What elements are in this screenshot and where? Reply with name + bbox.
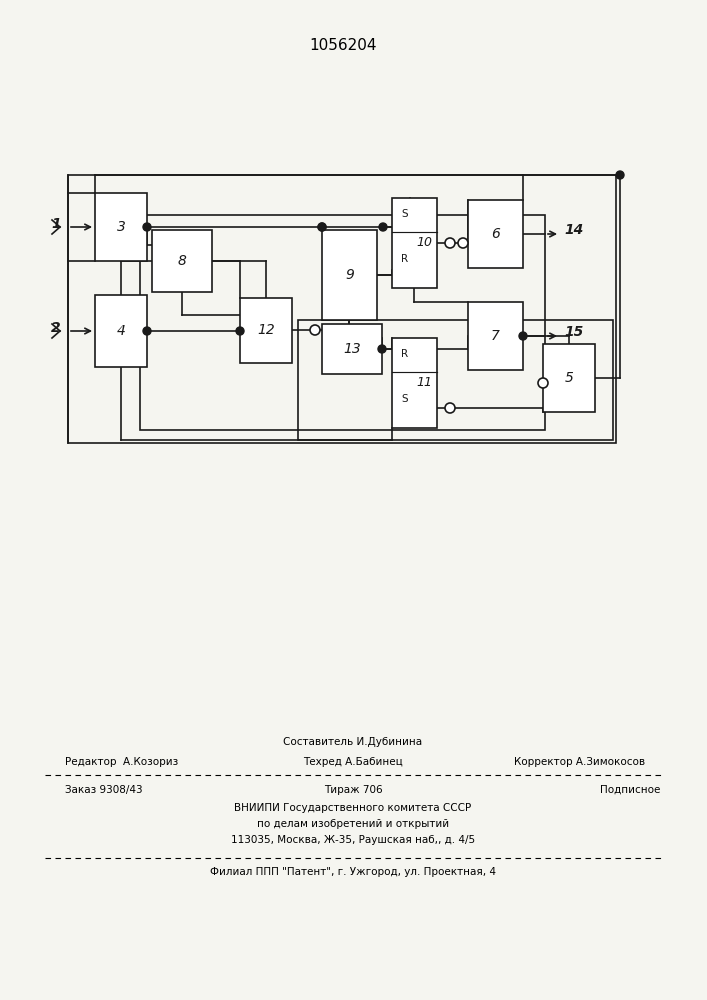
Text: 5: 5 (565, 371, 573, 385)
Circle shape (458, 238, 468, 248)
Text: S: S (402, 209, 408, 219)
Text: 3: 3 (117, 220, 125, 234)
Text: 13: 13 (343, 342, 361, 356)
Bar (298, 320, 613, 440)
Circle shape (519, 332, 527, 340)
Text: 1: 1 (51, 217, 61, 231)
Text: 7: 7 (491, 329, 500, 343)
Text: 15: 15 (564, 325, 583, 339)
Text: 9: 9 (345, 268, 354, 282)
Text: 14: 14 (564, 223, 583, 237)
Text: Заказ 9308/43: Заказ 9308/43 (65, 785, 143, 795)
Circle shape (236, 327, 244, 335)
Bar (95, 295, 147, 367)
Circle shape (318, 223, 326, 231)
Bar (392, 198, 437, 288)
Circle shape (378, 345, 386, 353)
Circle shape (318, 223, 326, 231)
Text: S: S (402, 394, 408, 404)
Circle shape (143, 327, 151, 335)
Bar (68, 175, 616, 443)
Bar (140, 215, 545, 430)
Bar (240, 298, 292, 363)
Bar (468, 200, 523, 268)
Text: 2: 2 (51, 321, 61, 335)
Text: Составитель И.Дубинина: Составитель И.Дубинина (284, 737, 423, 747)
Circle shape (445, 403, 455, 413)
Text: ВНИИПИ Государственного комитета СССР: ВНИИПИ Государственного комитета СССР (235, 803, 472, 813)
Text: 6: 6 (491, 227, 500, 241)
Circle shape (538, 378, 548, 388)
Bar (95, 193, 147, 261)
Text: 1056204: 1056204 (310, 37, 378, 52)
Circle shape (379, 223, 387, 231)
Text: по делам изобретений и открытий: по делам изобретений и открытий (257, 819, 449, 829)
Bar (543, 344, 595, 412)
Text: 11: 11 (416, 376, 433, 389)
Text: 8: 8 (177, 254, 187, 268)
Bar (322, 324, 382, 374)
Text: Филиал ППП "Патент", г. Ужгород, ул. Проектная, 4: Филиал ППП "Патент", г. Ужгород, ул. Про… (210, 867, 496, 877)
Text: Корректор А.Зимокосов: Корректор А.Зимокосов (514, 757, 645, 767)
Circle shape (445, 238, 455, 248)
Circle shape (616, 171, 624, 179)
Bar (392, 338, 437, 428)
Text: 113035, Москва, Ж-35, Раушская наб,, д. 4/5: 113035, Москва, Ж-35, Раушская наб,, д. … (231, 835, 475, 845)
Bar (152, 230, 212, 292)
Text: R: R (401, 254, 408, 264)
Text: Редактор  А.Козориз: Редактор А.Козориз (65, 757, 178, 767)
Bar (322, 230, 377, 320)
Text: 4: 4 (117, 324, 125, 338)
Circle shape (310, 325, 320, 335)
Text: Тираж 706: Тираж 706 (324, 785, 382, 795)
Circle shape (143, 223, 151, 231)
Text: 10: 10 (416, 236, 433, 249)
Bar (468, 302, 523, 370)
Text: R: R (401, 349, 408, 359)
Text: 12: 12 (257, 324, 275, 338)
Text: Техред А.Бабинец: Техред А.Бабинец (303, 757, 403, 767)
Text: Подписное: Подписное (600, 785, 660, 795)
